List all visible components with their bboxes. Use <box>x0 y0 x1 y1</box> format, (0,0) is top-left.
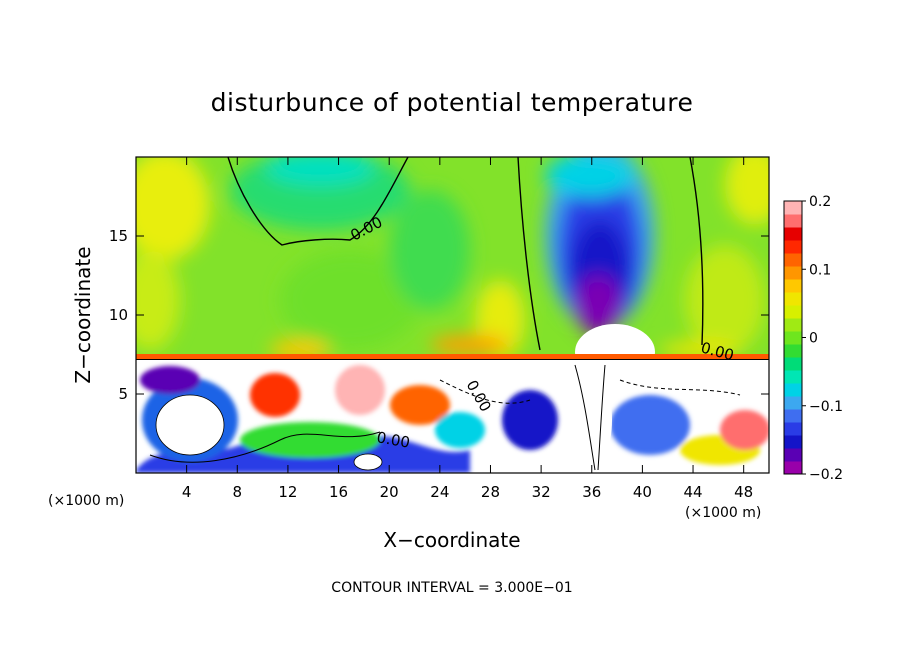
field-blob <box>720 410 769 450</box>
field-blob <box>136 157 210 260</box>
colorbar-ticks: 0.2 0.1 0 −0.1 −0.2 <box>802 194 843 483</box>
field-blob <box>502 390 558 450</box>
x-tick-label: 44 <box>683 483 702 501</box>
x-tick-label: 24 <box>430 483 449 501</box>
contour-interval-note: CONTOUR INTERVAL = 3.000E−01 <box>331 580 572 596</box>
colorbar-swatch <box>784 370 802 384</box>
y-tick-label: 15 <box>109 227 128 245</box>
field-blob <box>390 190 470 310</box>
field-blob <box>335 365 385 415</box>
y-axis: 5 10 15 <box>109 227 769 403</box>
x-tick-label: 32 <box>532 483 551 501</box>
field-blob <box>430 335 510 355</box>
field-blob <box>353 453 383 471</box>
colorbar-tick-label: 0 <box>809 331 818 347</box>
colorbar-swatch <box>784 253 802 267</box>
colorbar-swatch <box>784 344 802 358</box>
z-unit-label: (×1000 m) <box>685 505 761 521</box>
x-unit-label: (×1000 m) <box>48 493 124 509</box>
colorbar-tick-label: 0.1 <box>809 262 831 278</box>
colorbar-swatch <box>784 461 802 475</box>
field-blob <box>568 370 612 470</box>
contour-line <box>439 379 531 404</box>
colorbar-swatch <box>784 448 802 462</box>
colorbar-tick-label: 0.2 <box>809 194 831 210</box>
x-tick-label: 36 <box>582 483 601 501</box>
field-blob <box>545 157 635 197</box>
chart-title: disturbunce of potential temperature <box>211 88 694 117</box>
x-tick-label: 20 <box>380 483 399 501</box>
lower-field <box>136 360 769 473</box>
field-blob <box>574 275 622 335</box>
contour-line <box>517 157 541 351</box>
x-axis-title: X−coordinate <box>383 528 520 552</box>
colorbar-swatch <box>784 318 802 332</box>
x-tick-label: 12 <box>278 483 297 501</box>
field-blob <box>265 157 375 186</box>
interface-band <box>136 354 769 360</box>
colorbar-swatch <box>784 201 802 215</box>
contour-line <box>149 431 381 463</box>
y-tick-label: 5 <box>118 385 128 403</box>
field-blob <box>435 412 485 448</box>
colorbar-swatch <box>784 422 802 436</box>
colorbar-tick-label: −0.1 <box>809 399 843 415</box>
contour-line <box>227 157 409 246</box>
colorbar-swatch <box>784 357 802 371</box>
colorbar <box>784 201 802 475</box>
contour-line <box>689 157 704 346</box>
field-blob <box>685 245 765 355</box>
x-tick-label: 40 <box>633 483 652 501</box>
colorbar-swatch <box>784 240 802 254</box>
field-blob <box>136 250 180 350</box>
upper-field <box>136 157 769 380</box>
contour-line <box>574 364 606 471</box>
colorbar-swatch <box>784 279 802 293</box>
colorbar-swatch <box>784 383 802 397</box>
contour-label: 0.00 <box>375 428 411 452</box>
x-tick-label: 28 <box>481 483 500 501</box>
contour-line <box>619 379 741 396</box>
colorbar-swatch <box>784 292 802 306</box>
colorbar-swatch <box>784 266 802 280</box>
x-axis: 4 8 12 16 20 24 28 32 36 40 44 48 <box>182 157 753 501</box>
x-tick-label: 48 <box>734 483 753 501</box>
field-blob <box>155 394 225 456</box>
field-blob <box>725 157 769 225</box>
y-axis-title: Z−coordinate <box>71 246 95 383</box>
field-blob <box>280 250 420 350</box>
x-tick-label: 8 <box>233 483 243 501</box>
colorbar-swatch <box>784 214 802 228</box>
x-tick-label: 16 <box>329 483 348 501</box>
colorbar-swatch <box>784 409 802 423</box>
plot-area <box>136 157 769 473</box>
field-blob <box>140 366 200 394</box>
colorbar-tick-label: −0.2 <box>809 467 843 483</box>
colorbar-swatch <box>784 331 802 345</box>
x-tick-label: 4 <box>182 483 192 501</box>
colorbar-swatch <box>784 435 802 449</box>
field-blob <box>250 373 300 417</box>
field-blob <box>610 395 690 455</box>
field-blob <box>390 385 450 425</box>
field-blob <box>240 422 380 458</box>
y-tick-label: 10 <box>109 306 128 324</box>
colorbar-swatch <box>784 305 802 319</box>
colorbar-swatch <box>784 396 802 410</box>
colorbar-swatch <box>784 227 802 241</box>
